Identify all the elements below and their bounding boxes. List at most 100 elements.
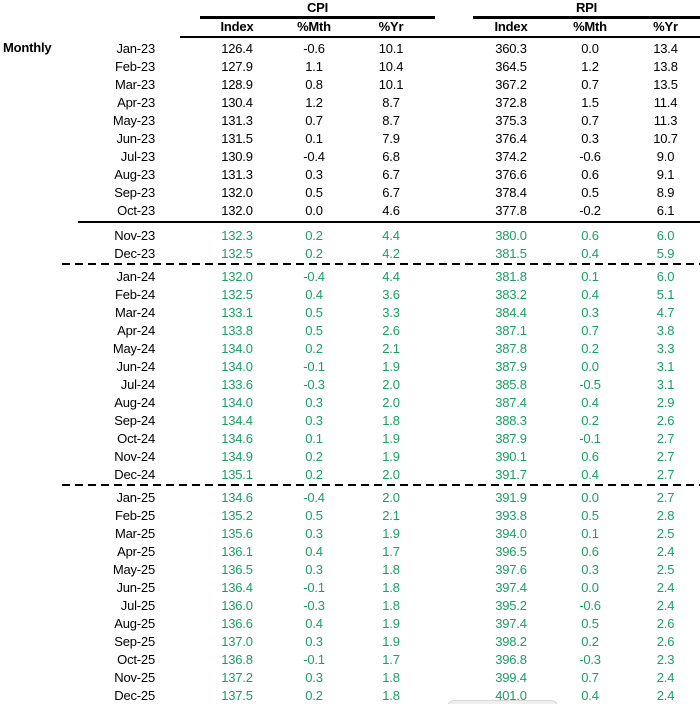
rpi-yr-cell: 5.9 — [656, 245, 675, 261]
cpi-yr-cell: 6.7 — [382, 184, 400, 200]
cpi-index-cell: 133.8 — [221, 322, 253, 338]
rpi-index-header: Index — [494, 19, 528, 34]
cpi-yr-cell: 7.9 — [382, 130, 400, 146]
table-row: Feb-25 135.2 0.5 2.1 393.8 0.5 2.8 — [0, 506, 700, 524]
rpi-yr-cell: 2.7 — [656, 430, 675, 446]
table-row: Jan-23 126.4 -0.6 10.1 360.3 0.0 13.4 — [0, 39, 700, 57]
table-row: Aug-24 134.0 0.3 2.0 387.4 0.4 2.9 — [0, 393, 700, 411]
cpi-mth-cell: -0.6 — [303, 40, 325, 56]
cpi-mth-cell: 0.2 — [305, 227, 323, 243]
rpi-index-cell: 395.2 — [495, 597, 527, 613]
cpi-header-underline — [200, 16, 435, 19]
cpi-yr-cell: 1.7 — [382, 543, 400, 559]
rpi-yr-cell: 13.4 — [653, 40, 678, 56]
rpi-index-cell: 360.3 — [495, 40, 527, 56]
cpi-mth-cell: 0.8 — [305, 76, 323, 92]
table-row: Jul-24 133.6 -0.3 2.0 385.8 -0.5 3.1 — [0, 375, 700, 393]
cpi-mth-cell: 0.3 — [305, 166, 323, 182]
cpi-yr-cell: 2.0 — [382, 376, 400, 392]
rpi-mth-cell: 0.5 — [581, 184, 599, 200]
table-row: Jul-25 136.0 -0.3 1.8 395.2 -0.6 2.4 — [0, 596, 700, 614]
cpi-index-cell: 136.5 — [221, 561, 253, 577]
rpi-yr-cell: 9.0 — [656, 148, 675, 164]
table-row: Jan-25 134.6 -0.4 2.0 391.9 0.0 2.7 — [0, 488, 700, 506]
rpi-yr-header: %Yr — [653, 19, 678, 34]
rpi-mth-cell: 0.0 — [581, 489, 599, 505]
cpi-index-cell: 131.3 — [221, 166, 253, 182]
table-row: Nov-23 132.3 0.2 4.4 380.0 0.6 6.0 — [0, 226, 700, 244]
cpi-mth-cell: 0.2 — [305, 340, 323, 356]
rpi-index-cell: 391.7 — [495, 466, 527, 482]
cpi-index-cell: 136.0 — [221, 597, 253, 613]
month-cell: Jul-24 — [120, 376, 155, 392]
cpi-yr-cell: 6.7 — [382, 166, 400, 182]
cpi-mth-cell: -0.1 — [303, 579, 325, 595]
rpi-index-cell: 372.8 — [495, 94, 527, 110]
cpi-mth-cell: 0.4 — [305, 615, 323, 631]
rpi-mth-cell: 0.4 — [581, 687, 599, 703]
rpi-mth-cell: 0.7 — [581, 76, 599, 92]
table-row: Dec-25 137.5 0.2 1.8 401.0 0.4 2.4 — [0, 686, 700, 704]
cpi-index-cell: 134.0 — [221, 394, 253, 410]
rpi-index-cell: 378.4 — [495, 184, 527, 200]
month-cell: Feb-23 — [115, 58, 155, 74]
month-cell: Apr-23 — [117, 94, 155, 110]
cpi-index-cell: 137.2 — [221, 669, 253, 685]
rpi-yr-cell: 4.7 — [656, 304, 675, 320]
cpi-mth-cell: 0.2 — [305, 245, 323, 261]
rpi-yr-cell: 2.8 — [656, 507, 675, 523]
rpi-yr-cell: 11.3 — [653, 112, 678, 128]
cpi-index-cell: 134.0 — [221, 358, 253, 374]
table-rows: Jan-23 126.4 -0.6 10.1 360.3 0.0 13.4 Feb-23 127… — [0, 39, 700, 704]
rpi-index-cell: 393.8 — [495, 507, 527, 523]
rpi-mth-cell: 0.7 — [581, 669, 599, 685]
month-cell: Feb-24 — [115, 286, 155, 302]
cpi-index-header: Index — [220, 19, 254, 34]
rpi-mth-cell: -0.6 — [579, 597, 601, 613]
dashed-section-separator — [0, 262, 700, 267]
table-row: Sep-24 134.4 0.3 1.8 388.3 0.2 2.6 — [0, 411, 700, 429]
cpi-mth-cell: -0.4 — [303, 148, 325, 164]
month-cell: Sep-24 — [114, 412, 155, 428]
month-cell: Mar-25 — [115, 525, 155, 541]
month-cell: Sep-23 — [114, 184, 155, 200]
cpi-mth-cell: 1.2 — [305, 94, 323, 110]
cpi-mth-cell: -0.4 — [303, 489, 325, 505]
cpi-index-cell: 133.1 — [221, 304, 253, 320]
month-cell: Dec-24 — [114, 466, 155, 482]
cpi-mth-cell: 0.3 — [305, 633, 323, 649]
rpi-index-cell: 390.1 — [495, 448, 527, 464]
cpi-index-cell: 135.1 — [221, 466, 253, 482]
cpi-index-cell: 132.0 — [221, 268, 253, 284]
cpi-index-cell: 136.1 — [221, 543, 253, 559]
cpi-index-cell: 134.9 — [221, 448, 253, 464]
cpi-yr-cell: 2.1 — [382, 340, 400, 356]
month-cell: Jul-23 — [120, 148, 155, 164]
rpi-yr-cell: 2.7 — [656, 466, 675, 482]
rpi-index-cell: 399.4 — [495, 669, 527, 685]
rpi-mth-cell: 0.6 — [581, 543, 599, 559]
rpi-yr-cell: 9.1 — [656, 166, 675, 182]
cpi-index-cell: 137.5 — [221, 687, 253, 703]
table-row: Sep-25 137.0 0.3 1.9 398.2 0.2 2.6 — [0, 632, 700, 650]
table-row: Mar-23 128.9 0.8 10.1 367.2 0.7 13.5 — [0, 75, 700, 93]
rpi-mth-cell: 0.6 — [581, 166, 599, 182]
rpi-mth-cell: -0.3 — [579, 651, 601, 667]
bottom-overlay-pill — [447, 700, 558, 704]
table-row: Jun-25 136.4 -0.1 1.8 397.4 0.0 2.4 — [0, 578, 700, 596]
rpi-mth-cell: -0.5 — [579, 376, 601, 392]
month-cell: Mar-24 — [115, 304, 155, 320]
cpi-mth-header: %Mth — [297, 19, 331, 34]
month-cell: May-23 — [112, 112, 155, 128]
rpi-index-cell: 394.0 — [495, 525, 527, 541]
rpi-mth-cell: 0.3 — [581, 561, 599, 577]
cpi-index-cell: 132.3 — [221, 227, 253, 243]
cpi-mth-cell: -0.1 — [303, 358, 325, 374]
solid-section-separator — [0, 219, 700, 226]
rpi-mth-cell: 0.4 — [581, 394, 599, 410]
table-row: May-24 134.0 0.2 2.1 387.8 0.2 3.3 — [0, 339, 700, 357]
month-cell: Jan-25 — [116, 489, 155, 505]
cpi-yr-cell: 1.8 — [382, 687, 400, 703]
cpi-mth-cell: 0.3 — [305, 525, 323, 541]
